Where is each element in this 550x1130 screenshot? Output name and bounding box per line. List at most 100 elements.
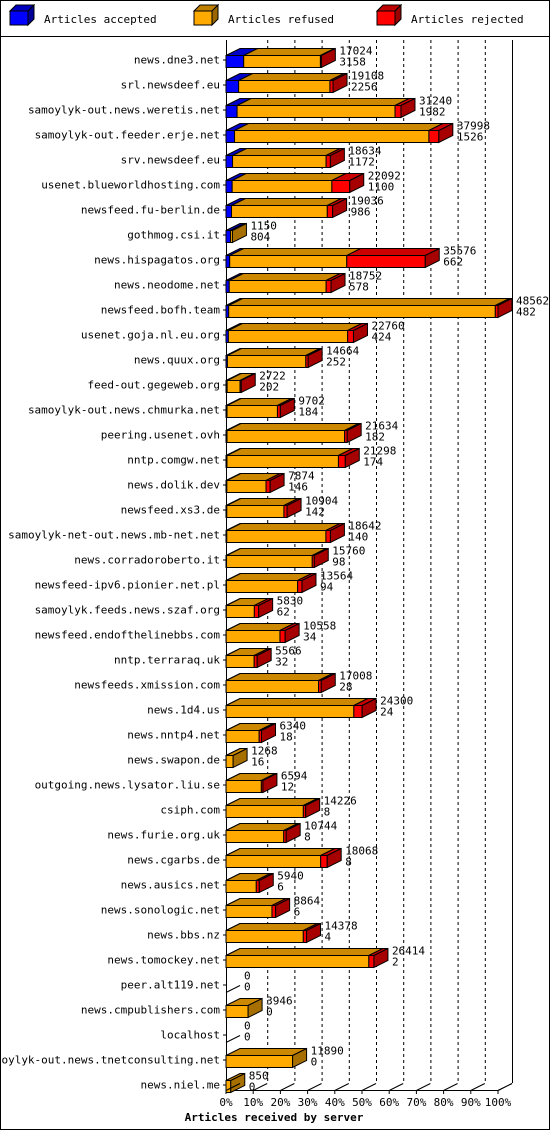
category-label: outgoing.news.lysator.liu.se — [35, 779, 220, 792]
bar-total-label: 37998 — [457, 120, 490, 133]
category-label: newsfeed.bofh.team — [101, 304, 221, 317]
category-label: feed-out.gegeweb.org — [88, 379, 220, 392]
bar-top-refused — [225, 798, 318, 806]
bar-accepted-label: 804 — [250, 231, 270, 244]
bar-total-label: 7874 — [288, 470, 315, 483]
category-label: csiph.com — [160, 804, 220, 817]
bar-side — [424, 247, 440, 269]
bar-segment-refused — [226, 355, 307, 368]
bar-side — [352, 322, 368, 344]
bar-segment-refused — [225, 780, 262, 793]
bar-segment-refused — [227, 330, 349, 343]
bar-total-label: 21634 — [365, 420, 398, 433]
bar-side — [232, 747, 248, 769]
bar-accepted-label: 12 — [281, 781, 294, 794]
bar-segment-rejected — [279, 630, 286, 643]
category-label: peer.alt119.net — [121, 979, 220, 992]
bar-segment-refused — [225, 1055, 294, 1068]
bar-segment-refused — [231, 180, 333, 193]
bar-top-refused — [228, 323, 362, 331]
bar-accepted-label: 1172 — [348, 156, 375, 169]
bar-accepted-label: 578 — [349, 281, 369, 294]
bar-top-refused — [243, 48, 335, 56]
category-label: samoylyk.feeds.news.szaf.org — [35, 604, 220, 617]
bar-side — [330, 272, 346, 294]
legend-item-refused: Articles refused — [192, 3, 334, 27]
bar-segment-rejected — [265, 480, 271, 493]
bar-side — [258, 872, 274, 894]
bar-accepted-label: 16 — [251, 756, 264, 769]
bar-accepted-label: 0 — [311, 1056, 318, 1069]
bar-accepted-label: 0 — [249, 1081, 256, 1094]
legend: Articles accepted Articles refused Article… — [8, 3, 524, 27]
bar-total-label: 18634 — [348, 145, 381, 158]
bar-segment-refused — [226, 430, 346, 443]
bar-accepted-label: 424 — [371, 331, 391, 344]
bar-segment-accepted — [225, 230, 232, 243]
bar-total-label: 0 — [244, 1020, 251, 1033]
bar-side — [261, 722, 277, 744]
bar-segment-refused — [225, 655, 255, 668]
bar-side — [284, 622, 300, 644]
bar-total-label: 18752 — [349, 270, 382, 283]
category-label: newsfeed-ipv6.pionier.net.pl — [35, 579, 220, 592]
bar-side — [313, 547, 329, 569]
legend-item-rejected: Articles rejected — [375, 3, 524, 27]
category-label: news.corradoroberto.it — [74, 554, 220, 567]
bar-top-refused — [229, 273, 341, 281]
category-label: news.furie.org.uk — [107, 829, 220, 842]
bar-side — [256, 647, 272, 669]
bars: 1702431581910822563124019823799815261863… — [225, 45, 549, 1094]
x-tick-depth — [470, 1083, 486, 1091]
bar-accepted-label: 94 — [320, 581, 334, 594]
bar-accepted-label: 184 — [298, 406, 318, 419]
bar-accepted-label: 0 — [266, 1006, 273, 1019]
bar-segment-refused — [225, 830, 285, 843]
bar-side — [326, 847, 342, 869]
category-label: news.dolik.dev — [127, 479, 220, 492]
bar-total-label: 35576 — [443, 245, 476, 258]
bar-segment-rejected — [394, 105, 402, 118]
bar-segment-refused — [232, 155, 327, 168]
bar-top-refused — [229, 248, 361, 256]
bar-total-label: 31240 — [419, 95, 452, 108]
x-tick-label: 30% — [298, 1096, 318, 1109]
bar-top-refused — [225, 673, 333, 681]
bar-side — [275, 897, 291, 919]
category-label: newsfeed.endofthelinebbs.com — [35, 629, 221, 642]
bar-accepted-label: 18 — [280, 731, 293, 744]
bar-total-label: 22092 — [368, 170, 401, 183]
category-label: news.sonologic.net — [101, 904, 220, 917]
bar-total-label: 17024 — [339, 45, 372, 58]
bar-side — [307, 347, 323, 369]
bar-segment-refused — [225, 755, 234, 768]
bar-total-label: 5566 — [275, 645, 302, 658]
bar-accepted-label: 24 — [380, 706, 394, 719]
bar-side — [301, 572, 317, 594]
bar-accepted-label: 146 — [288, 481, 308, 494]
bar-accepted-label: 252 — [326, 356, 346, 369]
category-label: usenet.blueworldhosting.com — [41, 179, 220, 192]
legend-label: Articles refused — [228, 13, 334, 26]
x-tick-label: 10% — [243, 1096, 263, 1109]
bar-segment-refused — [225, 630, 281, 643]
bar-row: 00 — [225, 1020, 251, 1044]
category-label: news.dne3.net — [134, 54, 220, 67]
bar-segment-rejected — [325, 280, 332, 293]
bar-total-label: 10558 — [303, 620, 336, 633]
bar-segment-rejected — [253, 605, 260, 618]
bar-side — [329, 522, 345, 544]
bar-segment-refused — [226, 455, 339, 468]
